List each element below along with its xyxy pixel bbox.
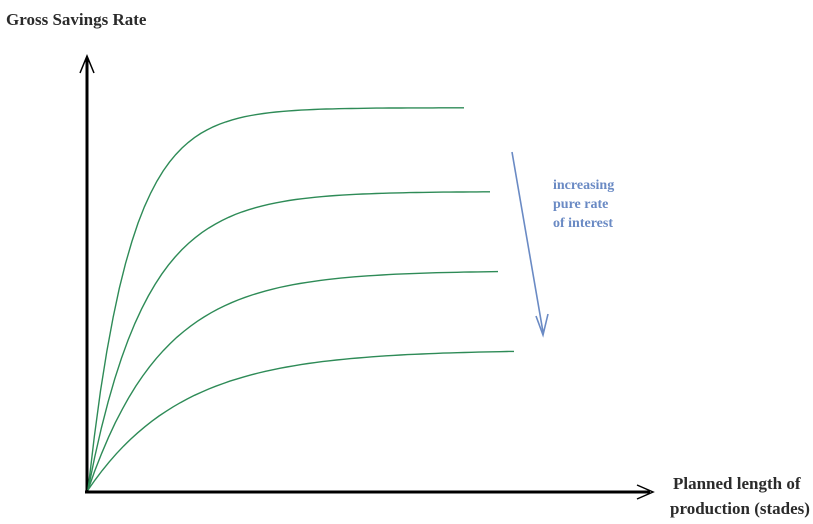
curves-group bbox=[87, 107, 515, 491]
annotation-arrow-shaft bbox=[511, 151, 544, 333]
annotation-arrowhead bbox=[535, 313, 549, 338]
curve-2 bbox=[87, 191, 490, 491]
annotation-line-2: pure rate bbox=[553, 197, 609, 212]
curve-3 bbox=[87, 270, 499, 491]
annotation-line-3: of interest bbox=[553, 216, 613, 231]
y-axis-arrowhead bbox=[79, 54, 95, 74]
y-axis-label: Gross Savings Rate bbox=[6, 10, 147, 29]
curve-1 bbox=[87, 107, 464, 491]
annotation-line-1: increasing bbox=[553, 178, 615, 193]
curve-4 bbox=[87, 350, 515, 491]
x-axis-label-line-1: Planned length of bbox=[673, 474, 801, 493]
x-axis-arrowhead bbox=[636, 484, 655, 500]
x-axis-label-line-2: production (stades) bbox=[670, 499, 810, 518]
